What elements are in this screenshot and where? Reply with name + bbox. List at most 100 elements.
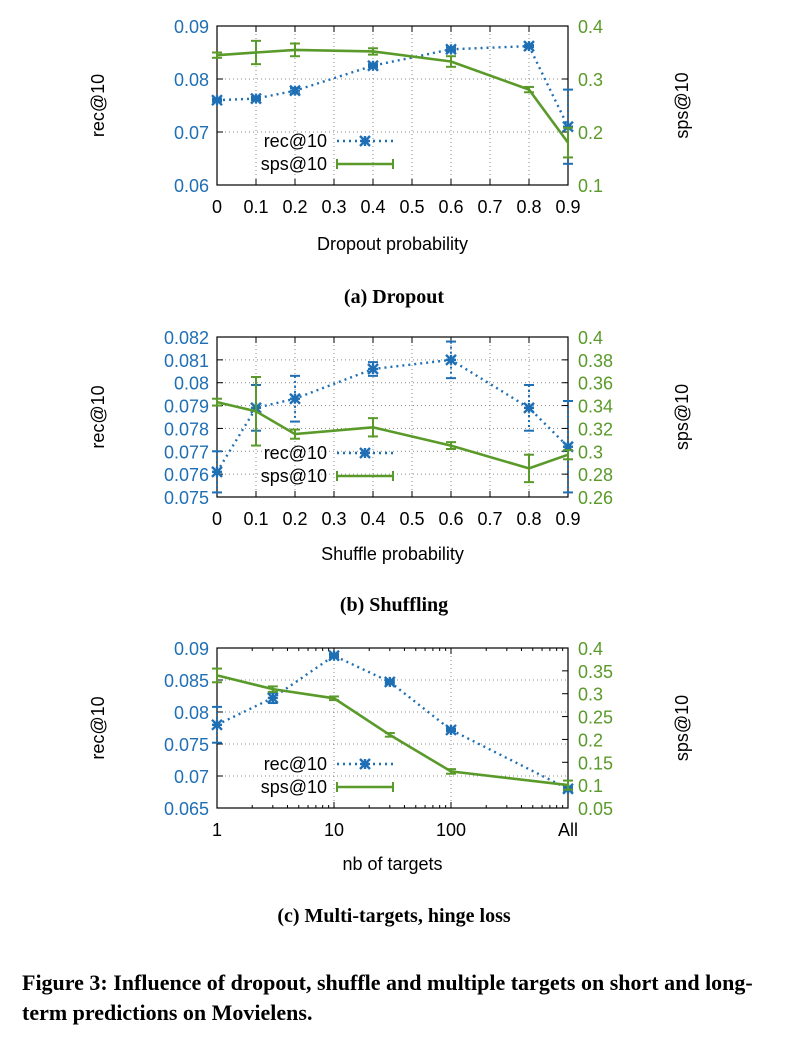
chart-b-x-tick-label: 0.9: [555, 509, 580, 529]
chart-c-x-tick-label: All: [558, 820, 578, 840]
chart-a-legend-label: sps@10: [261, 154, 327, 174]
chart-a-rec-at-10-point: [367, 59, 379, 72]
chart-b-legend-label: rec@10: [264, 443, 327, 463]
chart-b-legend: rec@10 sps@10: [261, 443, 394, 486]
chart-a-sps-at-10-errorbar: [251, 39, 261, 66]
chart-c-y-right-tick-label: 0.35: [578, 662, 613, 682]
chart-a-x-tick-label: 0.5: [399, 197, 424, 217]
chart-b-rec-at-10-errorbar: [524, 384, 534, 432]
chart-c-rec-at-10-errorbar: [212, 705, 222, 744]
chart-a-y-right-tick-label: 0.3: [578, 70, 603, 90]
chart-b-y-right-tick-label: 0.3: [578, 442, 603, 462]
chart-c-rec-at-10-point: [328, 649, 340, 662]
chart-b-rec-at-10-point: [523, 402, 535, 414]
chart-b-rec-at-10-point: [211, 466, 223, 478]
caption-c: (c) Multi-targets, hinge loss: [277, 905, 511, 927]
chart-c-sps-at-10-errorbar: [267, 685, 278, 693]
chart-a-x-tick-label: 0: [212, 197, 222, 217]
chart-b-x-tick-label: 0.7: [477, 509, 502, 529]
chart-b-rec-at-10-point: [289, 392, 301, 405]
chart-b-x-tick-label: 0.4: [360, 509, 385, 529]
chart-a-sps-at-10-errorbar: [446, 55, 456, 68]
chart-a-y-left-tick-label: 0.09: [174, 17, 209, 37]
chart-c-y-right-tick-label: 0.2: [578, 730, 603, 750]
chart-b-legend-marker: [359, 447, 371, 459]
chart-c-sps-at-10-line: [216, 674, 569, 787]
chart-a-x-tick-label: 0.2: [282, 197, 307, 217]
chart-c-legend-label: sps@10: [261, 777, 327, 797]
chart-a-rec-at-10-point: [562, 120, 574, 133]
chart-b-y-right-tick-label: 0.34: [578, 397, 613, 417]
chart-a-y-left-tick-label: 0.08: [174, 70, 209, 90]
chart-a-y-right-tick-label: 0.2: [578, 123, 603, 143]
chart-b-sps-at-10-errorbar: [251, 376, 261, 447]
chart-a-x-tick-label: 0.7: [477, 197, 502, 217]
chart-b-rec-at-10-point: [367, 363, 379, 375]
chart-c-y-right-tick-label: 0.05: [578, 799, 613, 819]
chart-a-sps-at-10-errorbar: [212, 51, 222, 59]
chart-c-y-right-tick-label: 0.15: [578, 753, 613, 773]
chart-b-y-right-label: sps@10: [672, 384, 692, 450]
chart-b-y-left-tick-label: 0.079: [164, 397, 209, 417]
chart-b-sps-at-10-errorbar: [563, 449, 573, 461]
chart-a-y-left-tick-label: 0.07: [174, 123, 209, 143]
chart-a-rec-at-10-line: [216, 44, 570, 128]
chart-c-y-right-tick-label: 0.3: [578, 685, 603, 705]
chart-c-y-right-tick-label: 0.25: [578, 708, 613, 728]
chart-a-sps-at-10-errorbar: [368, 47, 378, 56]
chart-a-x-tick-label: 0.8: [516, 197, 541, 217]
chart-a-y-left-tick-label: 0.06: [174, 176, 209, 196]
chart-b-x-tick-label: 0.6: [438, 509, 463, 529]
chart-b-y-right-tick-label: 0.36: [578, 374, 613, 394]
chart-c-x-tick-label: 10: [324, 820, 344, 840]
chart-c-sps-at-10-errorbar: [563, 779, 573, 791]
chart-b-grid: [217, 337, 568, 497]
chart-b-rec-at-10-errorbar: [446, 340, 456, 380]
chart-a-sps-at-10-errorbar: [563, 126, 573, 159]
chart-c-y-left-tick-label: 0.065: [164, 799, 209, 819]
chart-c-y-left-tick-label: 0.07: [174, 767, 209, 787]
chart-b-x-tick-label: 0.3: [321, 509, 346, 529]
caption-a: (a) Dropout: [343, 286, 445, 308]
chart-c-sps-at-10-errorbar: [329, 695, 339, 702]
chart-a-x-tick-label: 0.6: [438, 197, 463, 217]
chart-c-y-left-tick-label: 0.08: [174, 703, 209, 723]
chart-c-sps-at-10-errorbar: [212, 667, 222, 684]
chart-a-x-tick-label: 0.1: [243, 197, 268, 217]
figure-caption: Figure 3: Influence of dropout, shuffle …: [22, 970, 753, 1025]
chart-b-x-label: Shuffle probability: [321, 544, 464, 564]
chart-b-x-tick-label: 0: [212, 509, 222, 529]
chart-a-grid: [217, 26, 568, 185]
chart-b-sps-at-10-errorbar: [368, 417, 378, 438]
chart-c-rec-at-10-point: [383, 676, 396, 688]
chart-b-x-tick-label: 0.8: [516, 509, 541, 529]
chart-b-x-tick-label: 0.5: [399, 509, 424, 529]
chart-c-y-left-tick-label: 0.085: [164, 671, 209, 691]
chart-a-legend: rec@10 sps@10: [261, 131, 394, 174]
chart-c-sps-at-10-errorbar: [384, 732, 395, 738]
chart-c-rec-at-10-point: [211, 718, 223, 731]
chart-a-x-tick-label: 0.9: [555, 197, 580, 217]
chart-a-sps-at-10-line: [216, 48, 570, 144]
chart-b-sps-at-10-errorbar: [446, 441, 456, 450]
chart-c-legend-label: rec@10: [264, 754, 327, 774]
chart-c-y-left-tick-label: 0.075: [164, 735, 209, 755]
chart-c-y-left-tick-label: 0.09: [174, 639, 209, 659]
chart-a-rec-at-10-point: [289, 84, 301, 97]
chart-b-legend-label: sps@10: [261, 466, 327, 486]
chart-c-legend-marker: [359, 758, 371, 770]
chart-a-sps-at-10-errorbar: [290, 42, 300, 58]
chart-b-sps-at-10-errorbar: [212, 397, 222, 407]
chart-b-y-left-tick-label: 0.078: [164, 419, 209, 439]
chart-a-rec-at-10-point: [250, 92, 262, 105]
chart-c-rec-at-10-point: [445, 724, 457, 736]
chart-b-x-tick-label: 0.1: [243, 509, 268, 529]
chart-b-y-right-tick-label: 0.32: [578, 419, 613, 439]
chart-a-legend-label: rec@10: [264, 131, 327, 151]
chart-b-y-left-tick-label: 0.077: [164, 442, 209, 462]
chart-b-rec-at-10-point: [445, 354, 457, 366]
chart-c-y-right-label: sps@10: [672, 695, 692, 761]
chart-a-x-label: Dropout probability: [317, 234, 468, 254]
chart-a-y-right-tick-label: 0.4: [578, 17, 603, 37]
